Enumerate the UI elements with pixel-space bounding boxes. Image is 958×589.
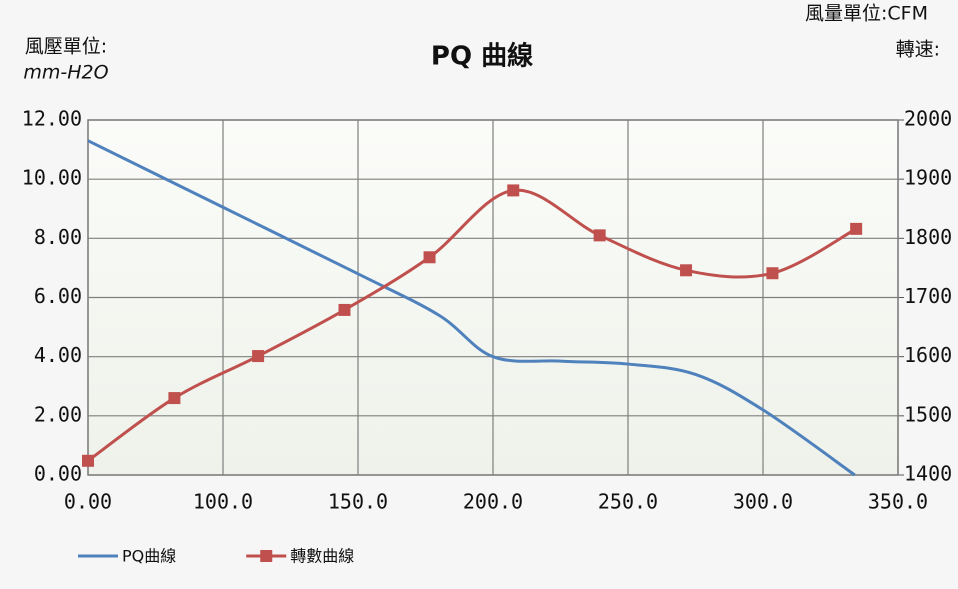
- marker: [850, 222, 863, 235]
- speed-label: 轉速:: [896, 39, 940, 61]
- y-tick-label: 6.00: [34, 284, 82, 308]
- y-tick-label: 4.00: [34, 343, 82, 367]
- x-tick-label: 250.0: [598, 490, 658, 514]
- plot-border: [87, 119, 899, 476]
- legend-marker: [260, 550, 273, 562]
- chart-title: PQ 曲線: [431, 41, 533, 72]
- marker: [338, 303, 351, 316]
- x-tick-label: 0.00: [64, 490, 112, 514]
- x-tick-label: 300.0: [733, 490, 793, 514]
- legend-label: PQ曲線: [122, 547, 176, 566]
- marker: [766, 267, 779, 280]
- pressure-unit-label: 風壓單位:: [25, 36, 107, 58]
- y2-tick-label: 1900: [904, 166, 952, 190]
- x-tick-label: 150.0: [328, 490, 388, 514]
- flow-unit: 風量單位:CFM: [805, 3, 928, 25]
- y2-tick-label: 1700: [904, 284, 952, 308]
- x-tick-label: 100.0: [193, 490, 253, 514]
- y2-tick-label: 1400: [904, 462, 952, 486]
- series-line: [87, 139, 856, 477]
- y-tick-label: 0.00: [34, 462, 82, 486]
- legend-label: 轉數曲線: [290, 547, 354, 566]
- marker: [507, 184, 520, 197]
- y-tick-label: 2.00: [34, 402, 82, 426]
- y2-tick-label: 2000: [904, 107, 952, 131]
- series-line: [87, 188, 857, 463]
- marker: [82, 454, 94, 467]
- marker: [252, 350, 265, 363]
- y-tick-label: 8.00: [34, 225, 82, 249]
- marker: [680, 264, 693, 277]
- marker: [168, 392, 181, 405]
- pressure-unit: mm-H2O: [23, 62, 108, 84]
- y-tick-label: 10.00: [22, 166, 82, 190]
- marker: [423, 251, 436, 264]
- x-tick-label: 350.0: [868, 490, 928, 514]
- y-tick-label: 12.00: [22, 107, 82, 131]
- marker: [593, 229, 606, 242]
- x-tick-label: 200.0: [463, 490, 523, 514]
- y2-tick-label: 1500: [904, 402, 952, 426]
- y2-tick-label: 1600: [904, 343, 952, 367]
- y2-tick-label: 1800: [904, 225, 952, 249]
